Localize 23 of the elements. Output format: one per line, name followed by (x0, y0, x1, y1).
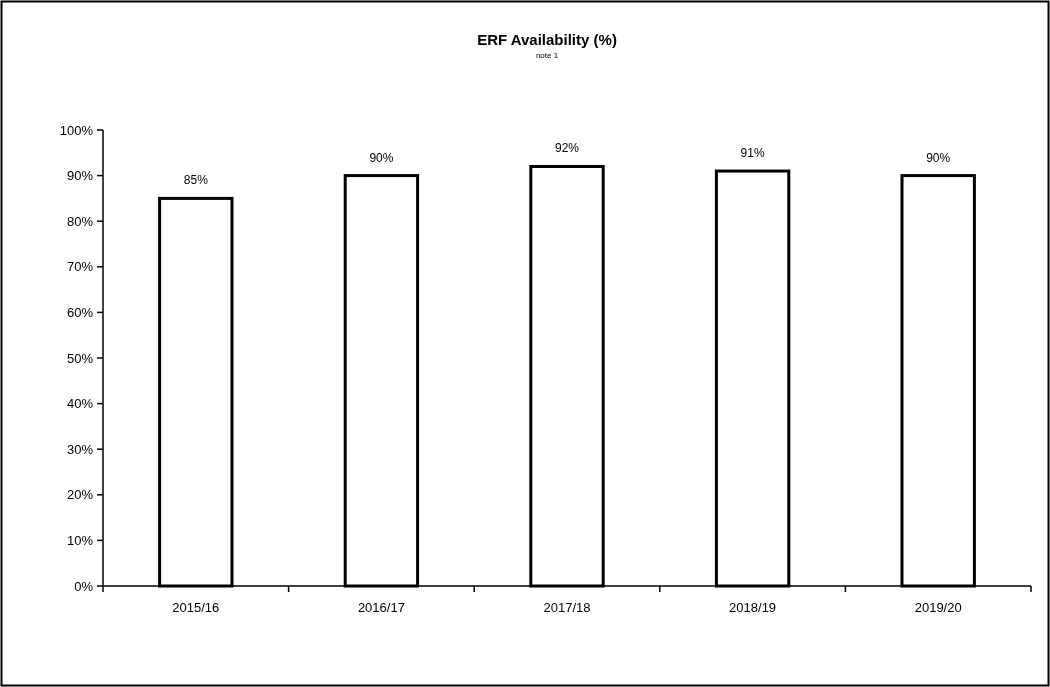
x-tick-label: 2019/20 (914, 600, 962, 615)
x-tick-label: 2015/16 (172, 600, 220, 615)
y-tick-label: 100% (59, 122, 94, 138)
y-tick-label: 10% (66, 532, 94, 548)
y-tick-label: 0% (74, 578, 94, 594)
y-tick-label: 80% (66, 213, 94, 229)
data-label: 90% (369, 150, 394, 165)
y-tick-label: 50% (66, 350, 94, 366)
y-tick-label: 40% (66, 396, 94, 412)
y-tick-label: 60% (66, 304, 94, 320)
data-label: 91% (740, 146, 765, 161)
y-tick-label: 30% (66, 441, 94, 457)
data-label: 90% (926, 150, 951, 165)
y-tick-label: 90% (66, 168, 94, 184)
x-tick-label: 2016/17 (357, 600, 405, 615)
chart-subtitle: note 1 (535, 51, 559, 60)
chart-title: ERF Availability (%) (477, 31, 617, 48)
x-tick-label: 2017/18 (543, 600, 591, 615)
x-tick-label: 2018/19 (729, 600, 777, 615)
data-label: 92% (554, 141, 580, 156)
y-tick-label: 70% (66, 259, 94, 275)
data-label: 85% (183, 173, 209, 188)
y-tick-label: 20% (66, 487, 94, 503)
